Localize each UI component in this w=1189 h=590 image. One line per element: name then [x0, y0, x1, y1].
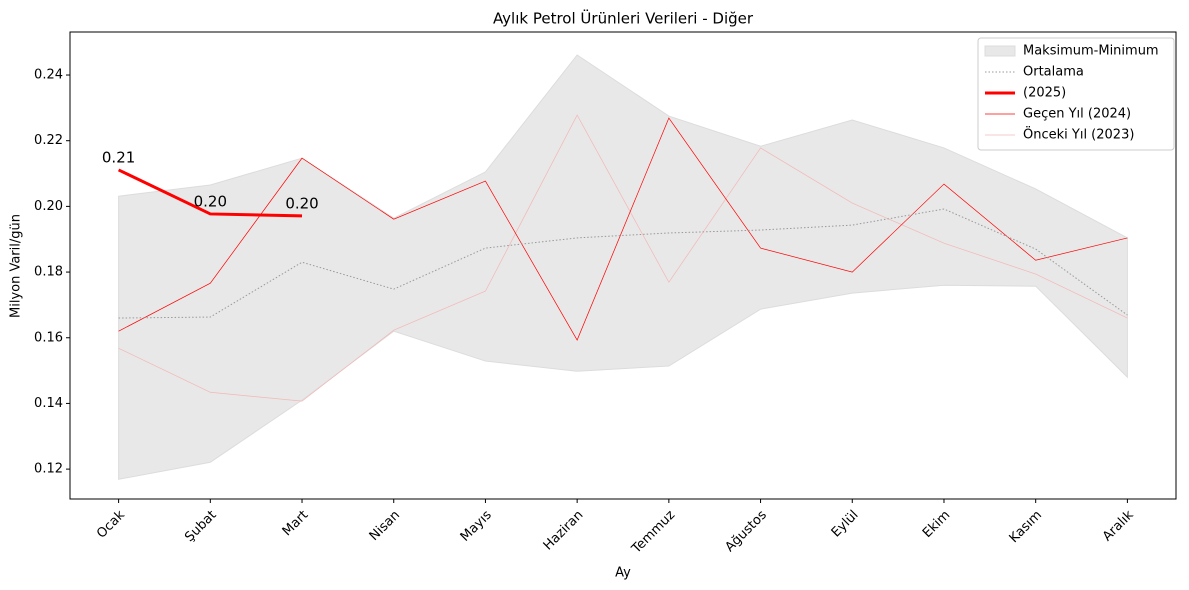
- legend-box: [977, 37, 1175, 151]
- range-band: [118, 54, 1128, 480]
- data-label: 0.20: [285, 194, 318, 212]
- x-tick-label: Mart: [280, 508, 312, 540]
- x-tick-label: Aralık: [1100, 507, 1137, 544]
- series-line: [118, 208, 1128, 319]
- series-line: [117, 168, 303, 218]
- x-tick-label: Temmuz: [629, 508, 679, 558]
- y-tick-label: 0.14: [34, 396, 63, 411]
- x-tick-label: Ekim: [920, 508, 953, 541]
- y-tick-label: 0.18: [34, 265, 63, 280]
- x-tick-label: Ocak: [94, 507, 128, 541]
- y-tick-label: 0.24: [34, 68, 63, 83]
- y-axis-label: Milyon Varil/gün: [9, 214, 24, 318]
- x-tick-label: Ağustos: [723, 508, 771, 556]
- x-tick-label: Kasım: [1007, 508, 1045, 546]
- legend-label: (2025): [1023, 86, 1066, 101]
- data-label: 0.21: [102, 148, 135, 166]
- plot-frame: [69, 31, 1177, 500]
- y-tick-label: 0.20: [34, 199, 63, 214]
- x-tick-label: Mayıs: [458, 508, 495, 545]
- legend-swatch: [984, 45, 1016, 57]
- x-tick-label: Eylül: [829, 508, 862, 541]
- x-tick-label: Şubat: [182, 508, 219, 545]
- series-line: [118, 117, 1128, 341]
- legend: Maksimum-Minimum Ortalama (2025) Geçen Yıl…: [977, 37, 1175, 151]
- chart-title: Aylık Petrol Ürünleri Verileri - Diğer: [493, 9, 754, 28]
- x-tick-label: Haziran: [541, 508, 587, 554]
- x-tick-label: Nisan: [367, 508, 403, 544]
- legend-label: Ortalama: [1023, 65, 1084, 80]
- legend-label: Önceki Yıl (2023): [1023, 126, 1134, 143]
- series-line: [118, 114, 1128, 402]
- data-label: 0.20: [194, 192, 227, 210]
- legend-label: Geçen Yıl (2024): [1023, 107, 1131, 122]
- legend-label: Maksimum-Minimum: [1023, 44, 1159, 59]
- y-tick-label: 0.12: [34, 462, 63, 477]
- y-tick-label: 0.22: [34, 133, 63, 148]
- x-axis-label: Ay: [615, 566, 631, 581]
- y-tick-label: 0.16: [34, 330, 63, 345]
